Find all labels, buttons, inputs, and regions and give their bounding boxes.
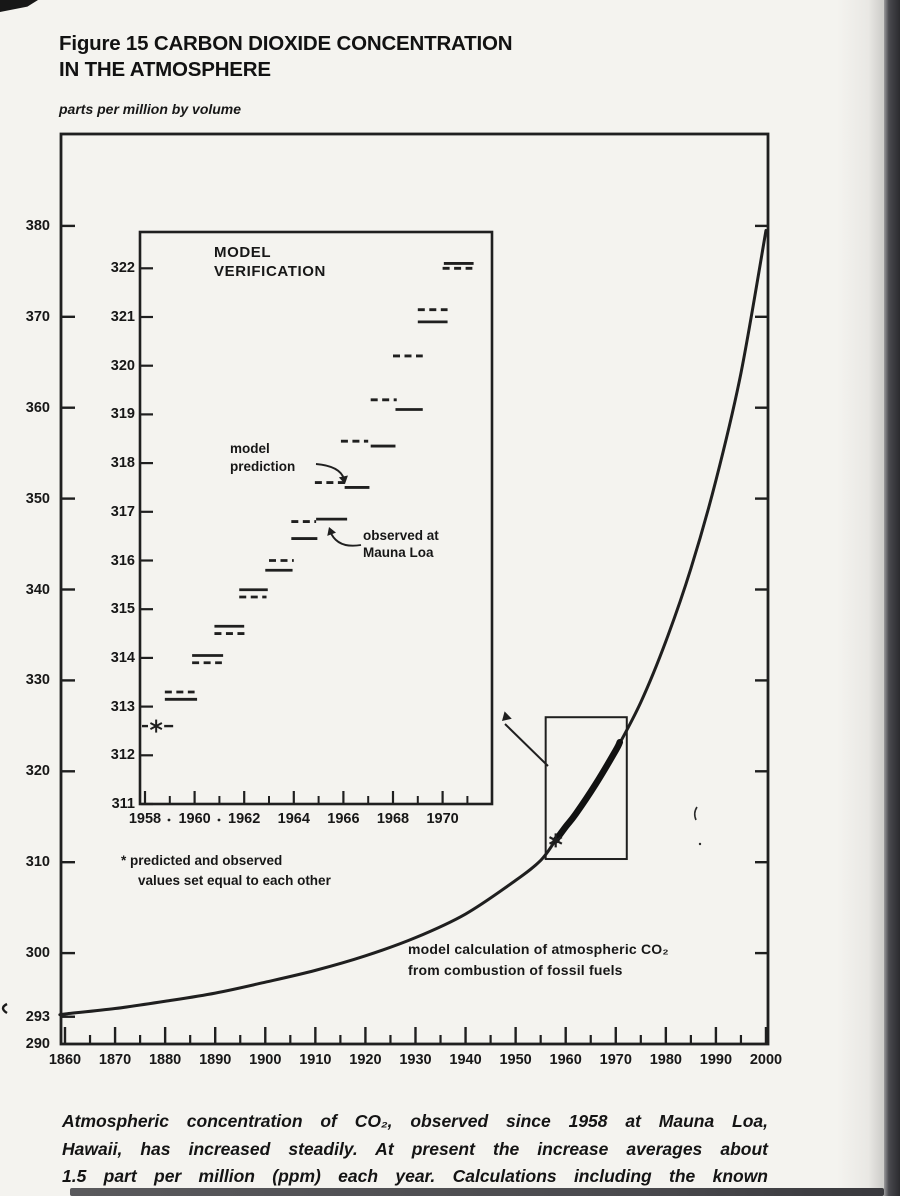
footnote-line1: * predicted and observed bbox=[121, 853, 283, 868]
main-y-tick-label: 350 bbox=[25, 490, 50, 507]
caption-line3: 1.5 part per million (ppm) each year. Ca… bbox=[62, 1166, 768, 1186]
inset-x-tick-label: 1958 bbox=[128, 811, 162, 827]
inset-title-line1: MODEL bbox=[214, 244, 272, 261]
main-x-tick-label: 1880 bbox=[148, 1052, 182, 1068]
main-x-tick-label: 1890 bbox=[199, 1052, 232, 1068]
scan-speck bbox=[698, 842, 702, 846]
inset-x-tick-label: 1966 bbox=[327, 811, 360, 827]
inset-y-tick-label: 312 bbox=[110, 747, 135, 764]
scan-edge-band-right bbox=[884, 0, 900, 1196]
footnote-line2: values set equal to each other bbox=[138, 873, 331, 888]
observed-arrowhead bbox=[327, 527, 336, 536]
inset-y-tick-label: 317 bbox=[110, 503, 135, 520]
caption-line2: Hawaii, has increased steadily. At prese… bbox=[62, 1139, 768, 1159]
model-prediction-label-line2: prediction bbox=[230, 459, 296, 474]
inset-y-tick-label: 315 bbox=[110, 601, 135, 618]
inset-y-tick-label: 318 bbox=[110, 455, 135, 472]
main-y-tick-label: 370 bbox=[25, 308, 50, 325]
main-x-tick-label: 1930 bbox=[399, 1052, 432, 1068]
inset-y-tick-label: 316 bbox=[110, 552, 135, 569]
scan-dot bbox=[167, 818, 171, 822]
main-x-tick-label: 1970 bbox=[599, 1052, 632, 1068]
main-y-tick-label: 360 bbox=[25, 399, 50, 416]
inset-plot-box bbox=[138, 230, 494, 806]
observed-label-line2: Mauna Loa bbox=[363, 545, 434, 560]
main-y-tick-label: 340 bbox=[25, 581, 50, 598]
main-star-marker bbox=[548, 836, 563, 845]
inset-x-tick-label: 1964 bbox=[277, 811, 310, 827]
curve-annotation-line2: from combustion of fossil fuels bbox=[408, 962, 623, 978]
main-x-tick-label: 1940 bbox=[449, 1052, 482, 1068]
main-y-tick-label: 290 bbox=[25, 1036, 50, 1052]
main-x-tick-label: 1920 bbox=[349, 1052, 382, 1068]
main-y-tick-label: 293 bbox=[25, 1008, 50, 1025]
main-x-tick-label: 1960 bbox=[549, 1052, 582, 1068]
inset-x-tick-label: 1960 bbox=[178, 811, 211, 827]
main-plot-box bbox=[59, 132, 770, 1046]
highlight-box bbox=[544, 716, 628, 861]
inset-link-arrow bbox=[504, 723, 549, 767]
axis-units-label: parts per million by volume bbox=[59, 101, 242, 117]
figure-title-line2: IN THE ATMOSPHERE bbox=[59, 58, 271, 81]
caption-line1: Atmospheric concentration of CO₂, observ… bbox=[62, 1111, 768, 1131]
inset-star-marker bbox=[149, 722, 163, 731]
main-x-tick-label: 1950 bbox=[499, 1052, 532, 1068]
scan-speck bbox=[693, 806, 698, 821]
inset-x-tick-label: 1962 bbox=[228, 811, 261, 827]
observed-data-overlay bbox=[552, 738, 624, 844]
inset-x-tick-label: 1968 bbox=[376, 811, 410, 827]
prediction-arrowhead bbox=[338, 475, 348, 484]
inset-y-tick-label: 320 bbox=[110, 357, 135, 374]
scan-dot bbox=[217, 818, 221, 822]
inset-y-tick-label: 321 bbox=[110, 309, 135, 325]
inset-y-tick-label: 319 bbox=[110, 406, 135, 423]
inset-x-tick-label: 1970 bbox=[426, 811, 459, 827]
scan-edge-band-bottom bbox=[70, 1188, 884, 1196]
curve-annotation-line1: model calculation of atmospheric CO₂ bbox=[408, 941, 669, 957]
inset-link-arrowhead bbox=[502, 711, 512, 721]
main-x-tick-label: 1900 bbox=[249, 1052, 282, 1068]
model-prediction-label-line1: model bbox=[230, 441, 270, 456]
cut-character-mark bbox=[1, 1002, 8, 1015]
main-x-tick-label: 1980 bbox=[649, 1052, 682, 1068]
main-x-tick-label: 2000 bbox=[749, 1052, 783, 1068]
inset-y-tick-label: 313 bbox=[110, 698, 135, 715]
main-y-tick-label: 310 bbox=[25, 854, 50, 871]
main-x-tick-label: 1990 bbox=[699, 1052, 733, 1068]
inset-y-tick-label: 311 bbox=[111, 796, 135, 812]
model-calculation-curve bbox=[58, 228, 768, 1017]
figure-title-line1: Figure 15 CARBON DIOXIDE CONCENTRATION bbox=[59, 32, 513, 55]
main-x-tick-label: 1910 bbox=[299, 1052, 332, 1068]
inset-title-line2: VERIFICATION bbox=[214, 263, 326, 280]
main-x-tick-label: 1860 bbox=[48, 1052, 82, 1068]
main-y-tick-label: 380 bbox=[25, 217, 50, 234]
main-y-tick-label: 320 bbox=[25, 763, 50, 780]
main-x-tick-label: 1870 bbox=[98, 1052, 132, 1068]
observed-label-line1: observed at bbox=[363, 528, 439, 543]
inset-y-tick-label: 314 bbox=[110, 649, 135, 666]
main-y-tick-label: 330 bbox=[25, 672, 50, 689]
inset-y-tick-label: 322 bbox=[110, 260, 135, 277]
main-y-tick-label: 300 bbox=[25, 945, 50, 962]
